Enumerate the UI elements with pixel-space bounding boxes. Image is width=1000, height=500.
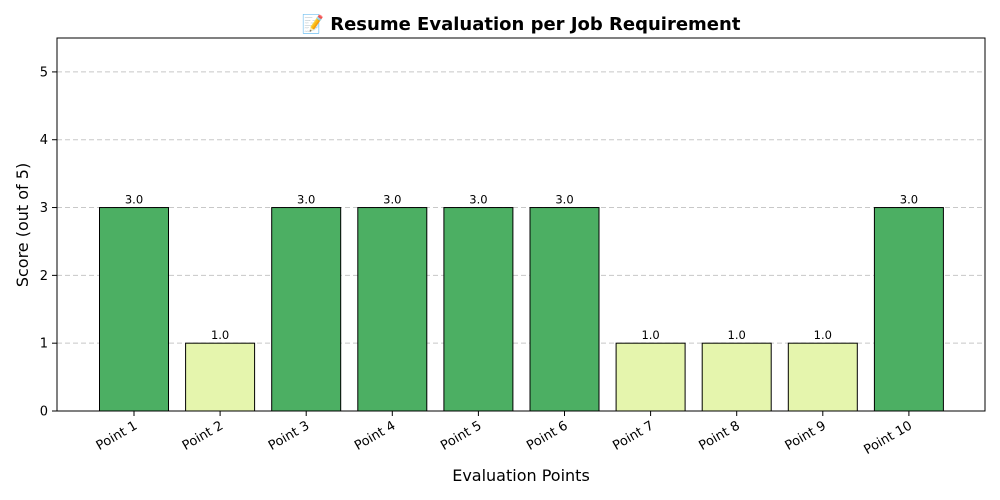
plot-frame	[56, 37, 986, 412]
x-axis: Point 1 Point 2 Point 3 Point 4 Point 5 Point…	[94, 411, 915, 458]
y-tick-label: 0	[40, 405, 48, 420]
bar-10	[873, 207, 944, 412]
bar-6	[529, 207, 600, 412]
x-tick-label: Point 6	[524, 418, 570, 453]
data-label: 3.0	[125, 193, 143, 207]
data-label: 3.0	[297, 193, 315, 207]
y-axis: 0 1 2 3 4 5	[40, 65, 57, 420]
x-tick-label: Point 8	[696, 418, 742, 453]
data-label: 3.0	[383, 193, 401, 207]
x-tick-label: Point 4	[352, 418, 398, 453]
bar-1	[99, 207, 169, 412]
data-label: 3.0	[469, 193, 487, 207]
chart-title: 📝 Resume Evaluation per Job Requirement	[302, 13, 741, 35]
data-labels: 3.0 1.0 3.0 3.0 3.0 3.0 1.0 1.0 1.0 3.0	[125, 193, 918, 343]
bar-7	[615, 342, 686, 412]
bar-3	[271, 207, 342, 412]
bar-2	[185, 342, 256, 412]
x-tick-label: Point 9	[783, 418, 829, 453]
x-tick-label: Point 10	[862, 418, 915, 457]
data-label: 1.0	[814, 328, 832, 342]
x-tick-label: Point 5	[438, 418, 484, 453]
data-label: 1.0	[641, 328, 659, 342]
x-tick-label: Point 1	[94, 418, 140, 453]
data-label: 3.0	[555, 193, 573, 207]
grid	[57, 71, 985, 344]
data-label: 1.0	[728, 328, 746, 342]
y-axis-label: Score (out of 5)	[13, 163, 32, 287]
y-tick-label: 4	[40, 133, 48, 148]
data-label: 1.0	[211, 328, 229, 342]
data-label: 3.0	[900, 193, 918, 207]
bars	[99, 207, 944, 412]
y-tick-label: 5	[40, 65, 48, 80]
x-axis-label: Evaluation Points	[452, 466, 590, 485]
x-tick-label: Point 2	[180, 418, 226, 453]
y-tick-label: 1	[40, 337, 48, 352]
bar-8	[701, 342, 772, 412]
y-tick-label: 3	[40, 201, 48, 216]
x-tick-label: Point 7	[610, 418, 656, 453]
y-tick-label: 2	[40, 269, 48, 284]
x-tick-label: Point 3	[266, 418, 312, 453]
bar-9	[787, 342, 858, 412]
bar-4	[357, 207, 428, 412]
bar-5	[443, 207, 514, 412]
